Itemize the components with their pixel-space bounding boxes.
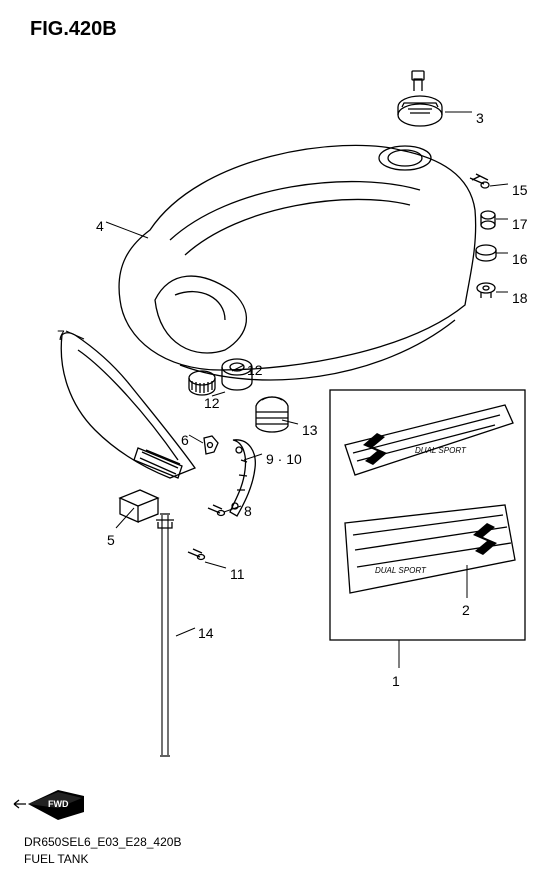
svg-text:DUAL SPORT: DUAL SPORT	[375, 566, 427, 575]
callout-1: 1	[392, 673, 400, 689]
callout-15: 15	[512, 182, 528, 198]
callout-7: 7	[57, 327, 65, 343]
svg-text:DUAL SPORT: DUAL SPORT	[415, 446, 467, 455]
callout-2: 2	[462, 602, 470, 618]
callout-9·10: 9 · 10	[266, 451, 302, 467]
callout-6: 6	[181, 432, 189, 448]
callout-14: 14	[198, 625, 214, 641]
figure-footer: DR650SEL6_E03_E28_420B FUEL TANK	[24, 834, 181, 868]
callout-5: 5	[107, 532, 115, 548]
callout-17: 17	[512, 216, 528, 232]
callout-11: 11	[230, 566, 245, 582]
fwd-arrow-icon: FWD	[14, 790, 84, 820]
callout-4: 4	[96, 218, 104, 234]
footer-name: FUEL TANK	[24, 851, 181, 868]
callout-3: 3	[476, 110, 484, 126]
footer-code: DR650SEL6_E03_E28_420B	[24, 834, 181, 851]
callout-18: 18	[512, 290, 528, 306]
callout-13: 13	[302, 422, 318, 438]
callout-12: 12	[247, 362, 263, 378]
callout-16: 16	[512, 251, 528, 267]
fwd-label: FWD	[48, 799, 69, 809]
exploded-diagram: DUAL SPORT DUAL SPORT FWD	[0, 0, 560, 890]
callout-12: 12	[204, 395, 220, 411]
callout-8: 8	[244, 503, 252, 519]
